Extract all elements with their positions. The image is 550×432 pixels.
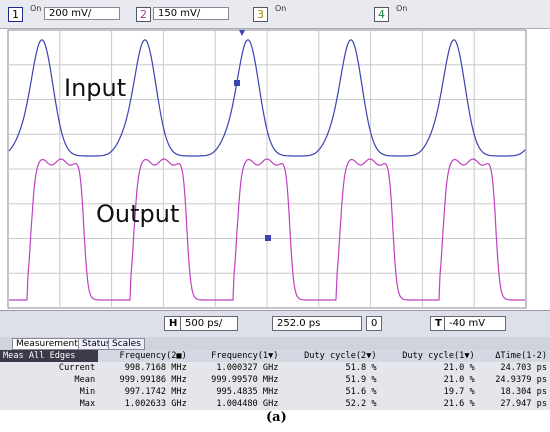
table-cell: 997.1742 MHz (124, 387, 187, 397)
table-cell: 51.8 % (345, 363, 377, 373)
table-row: Meas All Edges Frequency(2■) Frequency(1▼)… (0, 350, 550, 362)
table-cell: 998.7168 MHz (124, 363, 187, 373)
table-cell: Mean (74, 375, 96, 385)
table-cell: Duty cycle(1▼) (379, 350, 478, 362)
ch-scale[interactable]: 150 mV/ (153, 7, 229, 20)
ch-state: On (30, 4, 42, 13)
tab[interactable]: Scales (108, 338, 145, 350)
table-cell: Duty cycle(2▼) (281, 350, 380, 362)
ch-scale[interactable]: 200 mV/ (44, 7, 120, 20)
table-cell: 24.703 ps (500, 363, 547, 373)
table-cell: Max (79, 399, 96, 409)
ch-state: On (396, 4, 408, 13)
table-cell: 19.7 % (443, 387, 475, 397)
table-row: Current 998.7168 MHz 1.000327 GHz 51.8 % 21.… (0, 362, 550, 374)
table-row: Min 997.1742 MHz 995.4835 MHz 51.6 % 19.7 % 1… (0, 386, 550, 398)
table-cell: 21.6 % (443, 399, 475, 409)
table-cell: 1.000327 GHz (216, 363, 279, 373)
table-row: Mean 999.99186 MHz 999.99570 MHz 51.9 % 21.0… (0, 374, 550, 386)
table-cell: 999.99570 MHz (211, 375, 279, 385)
ch-button[interactable]: 3 (253, 7, 268, 22)
trigger-marker (239, 30, 245, 36)
table-cell: 999.99186 MHz (119, 375, 187, 385)
tab[interactable]: Measurements (12, 338, 87, 350)
ch-button[interactable]: 2 (136, 7, 151, 22)
table-cell: Current (58, 363, 96, 373)
table-cell: Frequency(2■) (98, 350, 190, 362)
ch-button[interactable]: 4 (374, 7, 389, 22)
marker (265, 235, 271, 241)
table-cell: 1.002633 GHz (124, 399, 187, 409)
table-cell: Min (79, 387, 96, 397)
table-cell: 1.004480 GHz (216, 399, 279, 409)
table-cell: Meas All Edges (0, 350, 99, 362)
trigger-level[interactable]: -40 mV (444, 316, 506, 331)
table-cell: 27.947 ps (500, 399, 547, 409)
ch-state: On (275, 4, 287, 13)
waveform-label: Output (96, 200, 179, 228)
tab[interactable]: Status (78, 338, 115, 350)
measurements-table: Meas All Edges Frequency(2■) Frequency(1▼)… (0, 350, 550, 410)
table-cell: ΔTime(1-2) (477, 350, 550, 362)
caption: (a) (266, 410, 287, 425)
timebase[interactable]: 500 ps/ (180, 316, 238, 331)
input-trace (8, 39, 526, 157)
output-trace (9, 158, 525, 301)
table-cell: 995.4835 MHz (216, 387, 279, 397)
table-row: Max 1.002633 GHz 1.004480 GHz 52.2 % 21.6 % 2… (0, 398, 550, 410)
table-cell: 24.9379 ps (495, 375, 547, 385)
table-cell: Frequency(1▼) (189, 350, 282, 362)
ch-button[interactable]: 1 (8, 7, 23, 22)
table-cell: 18.304 ps (500, 387, 547, 397)
table-cell: 51.6 % (345, 387, 377, 397)
table-cell: 21.0 % (443, 375, 475, 385)
table-cell: 21.0 % (443, 363, 475, 373)
table-cell: 52.2 % (345, 399, 377, 409)
waveform-label: Input (64, 74, 126, 102)
step[interactable]: 0 (366, 316, 383, 331)
delay[interactable]: 252.0 ps (272, 316, 362, 331)
scope-screen: Input Output (7, 29, 527, 309)
table-cell: 51.9 % (345, 375, 377, 385)
marker (234, 80, 240, 86)
